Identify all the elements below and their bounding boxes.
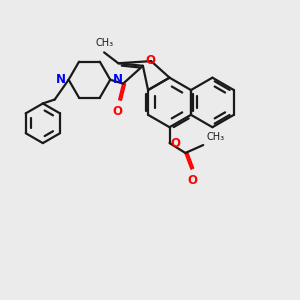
Text: N: N	[56, 73, 66, 86]
Text: CH₃: CH₃	[95, 38, 113, 48]
Text: O: O	[112, 106, 122, 118]
Text: O: O	[187, 174, 197, 187]
Text: O: O	[170, 136, 181, 150]
Text: N: N	[113, 73, 123, 86]
Text: CH₃: CH₃	[206, 132, 224, 142]
Text: O: O	[145, 54, 155, 67]
